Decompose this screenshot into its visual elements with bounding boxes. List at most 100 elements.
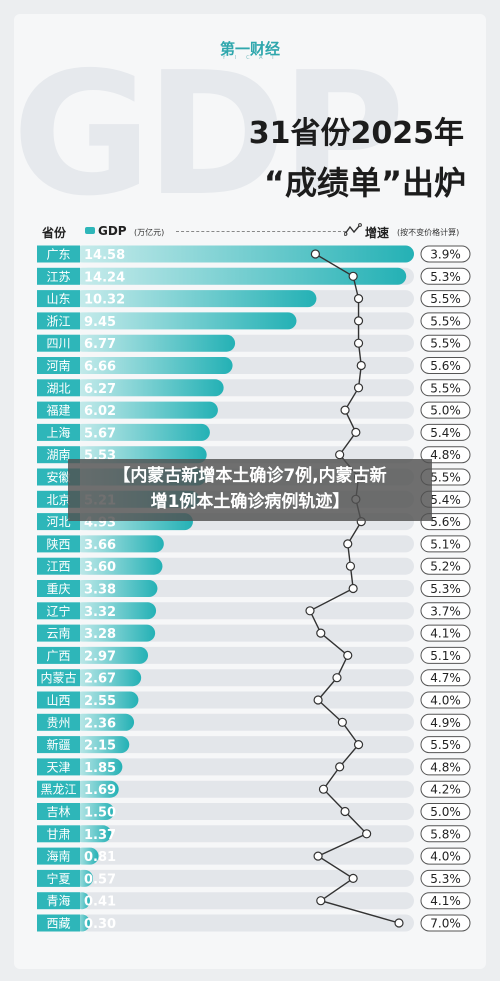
province-label: 江苏 — [46, 270, 70, 284]
gdp-bar — [74, 423, 210, 441]
province-label-bg — [37, 312, 80, 330]
growth-value-label: 4.8% — [430, 760, 461, 774]
gdp-value-label: 3.32 — [84, 605, 116, 620]
growth-point — [348, 583, 358, 594]
growth-value-label: 5.8% — [430, 827, 461, 841]
yicai-logo: 第一财经 — [219, 40, 280, 58]
news-overlay-text[interactable]: 【内蒙古新增本土确诊7例,内蒙古新 增1例本土确诊病例轨迹】 — [68, 463, 432, 515]
province-label: 福建 — [46, 403, 70, 418]
growth-value-label: 5.5% — [430, 337, 461, 351]
growth-point — [335, 762, 345, 772]
growth-point — [340, 405, 350, 415]
growth-value-pill — [420, 691, 471, 709]
province-label-bg — [37, 892, 80, 910]
header-divider — [176, 231, 346, 232]
gdp-bar — [74, 290, 317, 308]
gdp-value-label: 9.45 — [84, 315, 116, 330]
gdp-bar — [74, 758, 123, 776]
province-label: 河南 — [46, 358, 70, 373]
gdp-bar — [74, 736, 130, 754]
bar-track — [80, 847, 414, 865]
province-label-bg — [37, 736, 80, 754]
province-label-bg — [37, 267, 80, 285]
growth-value-label: 4.2% — [430, 783, 461, 797]
news-overlay-banner[interactable]: 【内蒙古新增本土确诊7例,内蒙古新 增1例本土确诊病例轨迹】 — [68, 459, 432, 521]
growth-point — [340, 806, 350, 817]
province-label: 新疆 — [46, 737, 70, 752]
gdp-legend-swatch — [85, 227, 95, 234]
growth-value-pill — [420, 446, 471, 464]
province-label: 湖南 — [46, 447, 70, 462]
gdp-bar — [74, 780, 119, 798]
province-label: 内蒙古 — [40, 670, 76, 685]
province-label-bg — [37, 401, 80, 419]
gdp-bar — [74, 312, 297, 330]
province-label-bg — [37, 780, 80, 798]
province-label-bg — [37, 847, 80, 865]
province-label: 广西 — [46, 649, 70, 663]
gdp-bar — [74, 847, 99, 865]
growth-value-pill — [420, 357, 471, 374]
growth-value-pill — [420, 602, 471, 620]
growth-point — [310, 249, 320, 259]
background-gdp-text: GDP — [12, 36, 405, 234]
growth-value-label: 5.3% — [430, 872, 461, 886]
growth-point — [362, 829, 372, 839]
gdp-bar — [74, 557, 163, 575]
province-label-bg — [37, 869, 80, 887]
growth-value-pill — [420, 847, 471, 865]
province-label: 天津 — [46, 760, 70, 774]
growth-value-label: 3.9% — [430, 248, 461, 262]
growth-point — [394, 918, 404, 928]
header-growth-unit: (按不变价格计算) — [397, 228, 460, 237]
growth-point — [337, 717, 347, 727]
growth-value-label: 4.1% — [430, 894, 461, 908]
bar-track — [80, 535, 414, 553]
growth-value-pill — [420, 914, 471, 932]
growth-value-pill — [420, 312, 471, 330]
growth-point — [335, 450, 345, 460]
growth-point — [305, 606, 315, 616]
bar-track — [80, 914, 414, 932]
province-label-bg — [37, 624, 80, 642]
growth-value-label: 5.5% — [430, 292, 461, 306]
growth-point — [345, 561, 356, 571]
growth-value-label: 4.0% — [430, 694, 461, 708]
gdp-value-label: 2.67 — [84, 672, 116, 687]
gdp-bar — [74, 713, 135, 731]
province-label-bg — [37, 290, 80, 308]
province-label: 辽宁 — [46, 603, 70, 618]
bar-track — [80, 736, 414, 754]
growth-value-label: 5.2% — [430, 560, 461, 574]
growth-value-pill — [420, 580, 471, 597]
growth-point — [356, 360, 366, 371]
gdp-bar — [74, 803, 115, 820]
news-overlay-line-2[interactable]: 增1例本土确诊病例轨迹】 — [150, 492, 350, 512]
gdp-value-label: 2.97 — [84, 649, 116, 664]
gdp-bar — [74, 267, 407, 285]
province-label: 宁夏 — [46, 871, 70, 886]
gdp-value-label: 6.66 — [84, 360, 116, 375]
gdp-value-label: 0.30 — [84, 917, 116, 932]
growth-value-label: 5.5% — [430, 738, 461, 752]
bar-track — [80, 669, 414, 687]
province-label-bg — [37, 758, 80, 776]
province-label: 甘肃 — [46, 827, 70, 841]
growth-point — [332, 673, 342, 683]
growth-point — [316, 896, 326, 906]
yicai-logo-subtext: Y I C A I — [222, 55, 278, 61]
growth-value-pill — [420, 713, 471, 731]
growth-point — [316, 628, 326, 638]
growth-value-label: 3.7% — [430, 604, 461, 618]
growth-point — [318, 784, 329, 794]
gdp-value-label: 3.60 — [84, 560, 116, 575]
gdp-value-label: 6.27 — [84, 382, 116, 397]
growth-value-pill — [420, 290, 471, 308]
province-label: 北京 — [46, 493, 70, 507]
gdp-bar — [74, 446, 207, 464]
growth-value-label: 4.0% — [430, 850, 461, 864]
gdp-value-label: 3.66 — [84, 538, 116, 553]
news-overlay-line-1[interactable]: 【内蒙古新增本土确诊7例,内蒙古新 — [113, 466, 387, 486]
growth-point — [353, 316, 364, 326]
